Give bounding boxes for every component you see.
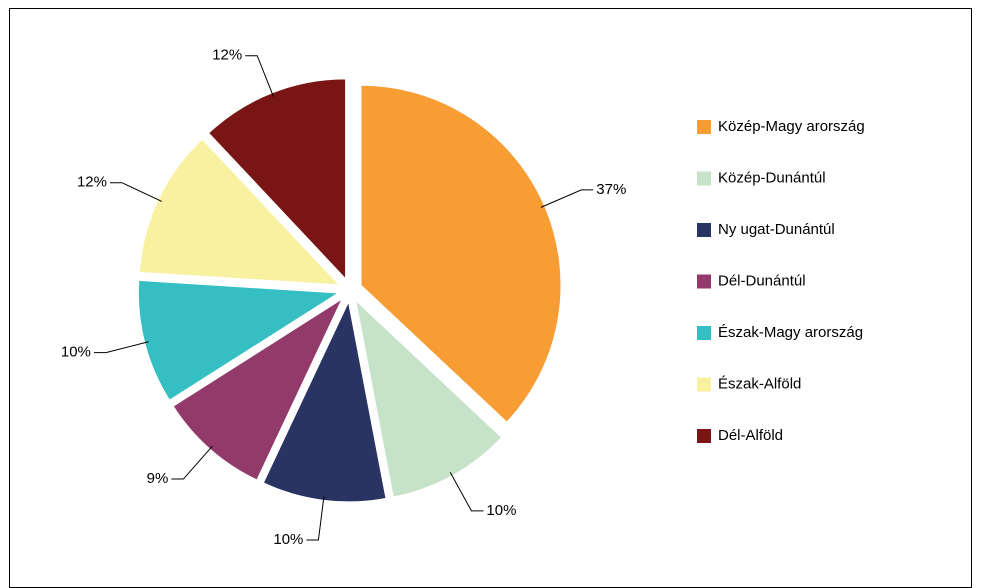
legend-swatch [697,171,711,186]
legend-label: Észak-Magy arország [718,324,863,341]
legend-swatch [697,223,711,237]
legend-label: Közép-Dunántúl [718,169,826,186]
leader-line [171,445,213,480]
data-label: 12% [212,47,242,64]
data-label: 37% [596,181,626,198]
legend-swatch [697,429,711,443]
legend-swatch [697,326,711,340]
leader-line [540,189,594,208]
legend-label: Dél-Dunántúl [718,272,806,289]
data-label: 10% [273,531,303,548]
legend-label: Dél-Alföld [718,427,783,444]
legend-swatch [697,120,711,134]
leader-line [306,496,325,541]
data-label: 10% [486,502,516,519]
legend-swatch [697,377,711,392]
leader-line [449,472,484,512]
data-label: 10% [61,344,91,361]
data-label: 9% [147,470,169,487]
leader-line [109,182,163,202]
legend-label: Közép-Magy arország [718,118,865,135]
legend-label: Észak-Alföld [718,375,801,392]
leader-line [245,55,274,97]
data-label: 12% [77,174,107,191]
leader-line [93,341,149,354]
legend-label: Ny ugat-Dunántúl [718,221,835,238]
legend-swatch [697,274,711,289]
